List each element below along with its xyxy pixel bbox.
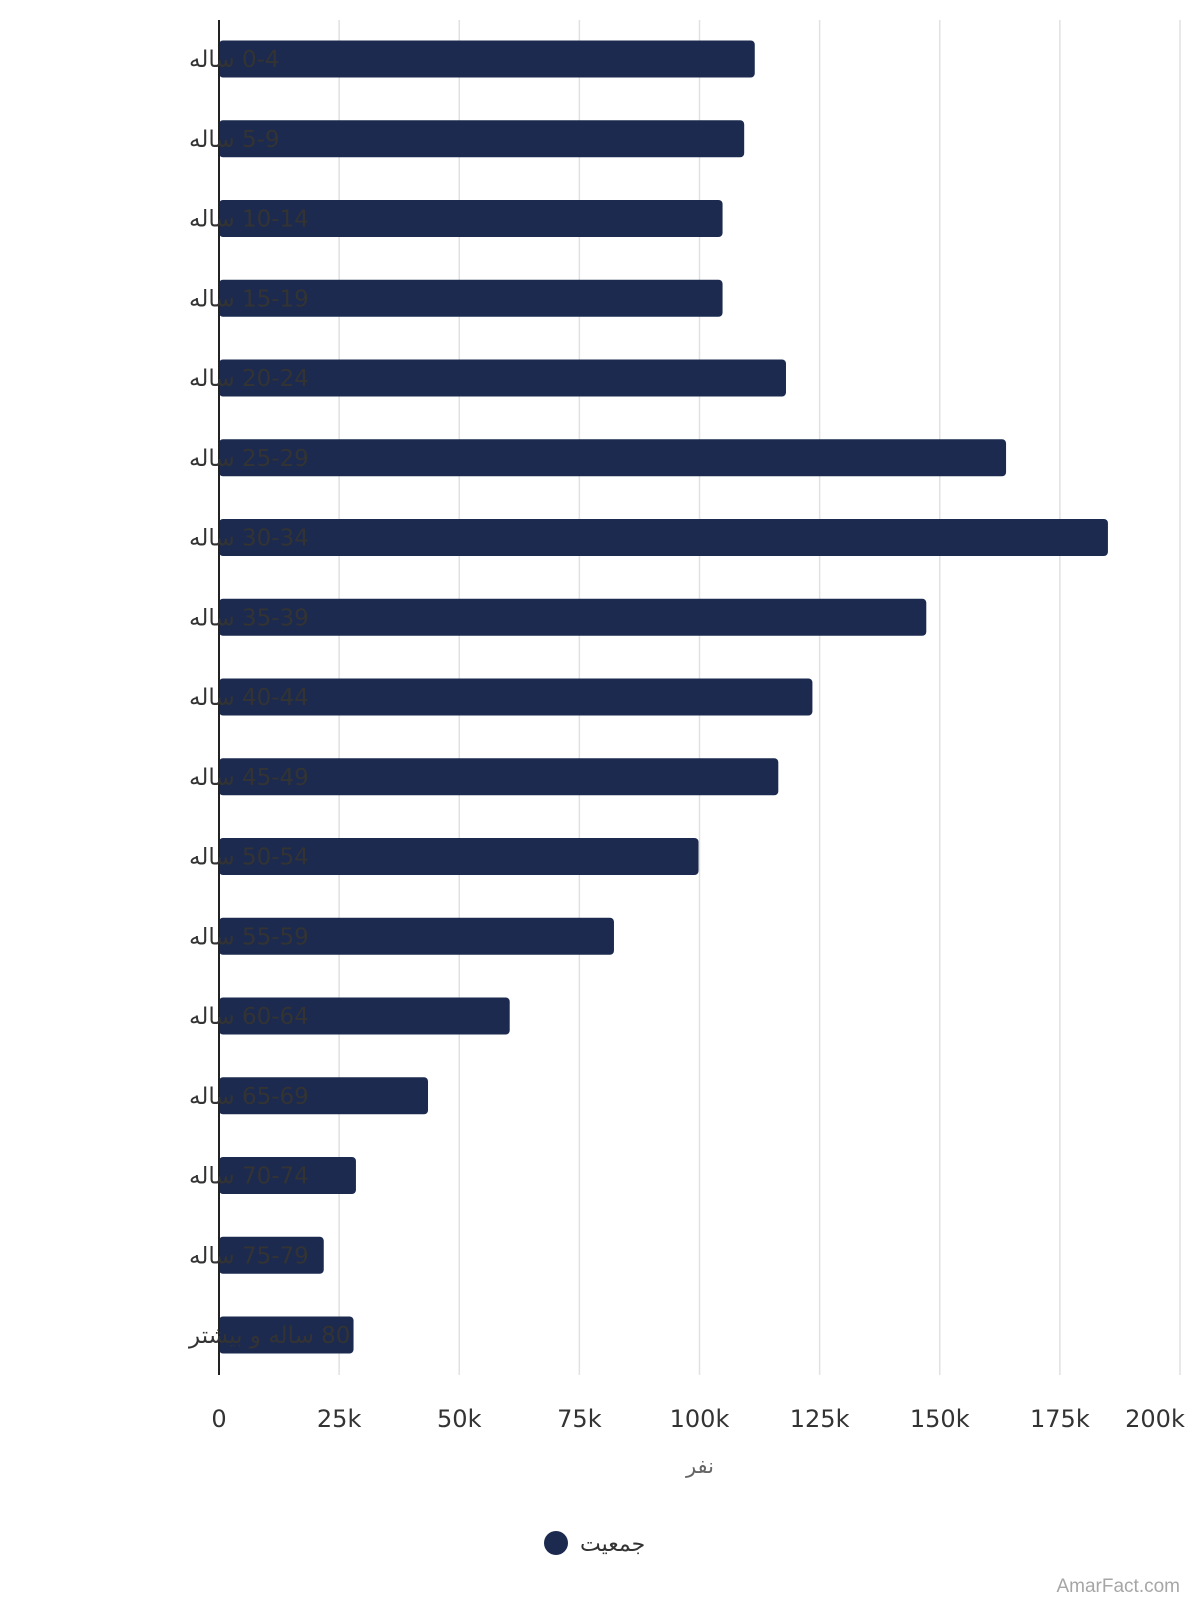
category-labels: 0-4 ساله 5-9 ساله 10-14 ساله 15-19 ساله 20-2… <box>188 47 350 1349</box>
bar <box>219 758 779 796</box>
category-label: 5-9 ساله <box>189 127 280 153</box>
legend[interactable]: جمعیت <box>544 1531 645 1557</box>
category-label: 75-79 ساله <box>189 1243 309 1269</box>
bar <box>219 917 614 955</box>
bar <box>219 1077 429 1115</box>
bar <box>219 1236 324 1274</box>
watermark: AmarFact.com <box>1056 1576 1180 1597</box>
category-label: 45-49 ساله <box>189 765 309 791</box>
bar <box>219 997 510 1035</box>
category-label: 55-59 ساله <box>189 924 309 950</box>
bar <box>219 120 745 158</box>
x-tick-label: 25k <box>317 1405 362 1433</box>
x-tick-label: 50k <box>437 1405 482 1433</box>
category-label: 20-24 ساله <box>189 366 309 392</box>
x-tick-labels: 0 25k 50k 75k 100k 125k 150k 175k 200k <box>211 1405 1185 1433</box>
legend-marker <box>544 1531 568 1555</box>
category-label: 80 ساله و بیشتر <box>188 1323 350 1349</box>
bar <box>219 519 1108 556</box>
category-label: 60-64 ساله <box>189 1004 309 1030</box>
category-label: 0-4 ساله <box>189 47 280 73</box>
x-tick-label: 125k <box>790 1405 850 1433</box>
x-tick-label: 200k <box>1125 1405 1185 1433</box>
bar <box>219 1316 354 1354</box>
bar <box>219 359 786 397</box>
bar <box>219 598 927 636</box>
category-label: 40-44 ساله <box>189 685 309 711</box>
x-axis-title: نفر <box>685 1454 714 1478</box>
bar <box>219 40 755 78</box>
category-label: 10-14 ساله <box>189 207 309 233</box>
bar <box>219 200 723 237</box>
x-tick-label: 150k <box>910 1405 970 1433</box>
bars <box>219 40 1108 1354</box>
category-label: 70-74 ساله <box>189 1164 309 1190</box>
x-tick-label: 175k <box>1030 1405 1090 1433</box>
category-label: 65-69 ساله <box>189 1084 309 1110</box>
x-tick-label: 75k <box>557 1405 602 1433</box>
bar <box>219 439 1007 477</box>
legend-label: جمعیت <box>580 1532 645 1557</box>
bar <box>219 1157 356 1194</box>
category-label: 15-19 ساله <box>189 286 309 312</box>
bar <box>219 838 699 875</box>
x-tick-label: 100k <box>670 1405 730 1433</box>
x-tick-label: 0 <box>211 1405 226 1433</box>
category-label: 35-39 ساله <box>189 605 309 631</box>
category-label: 50-54 ساله <box>189 845 309 871</box>
bar <box>219 678 813 716</box>
category-label: 30-34 ساله <box>189 526 309 552</box>
bar <box>219 279 723 317</box>
category-label: 25-29 ساله <box>189 446 309 472</box>
